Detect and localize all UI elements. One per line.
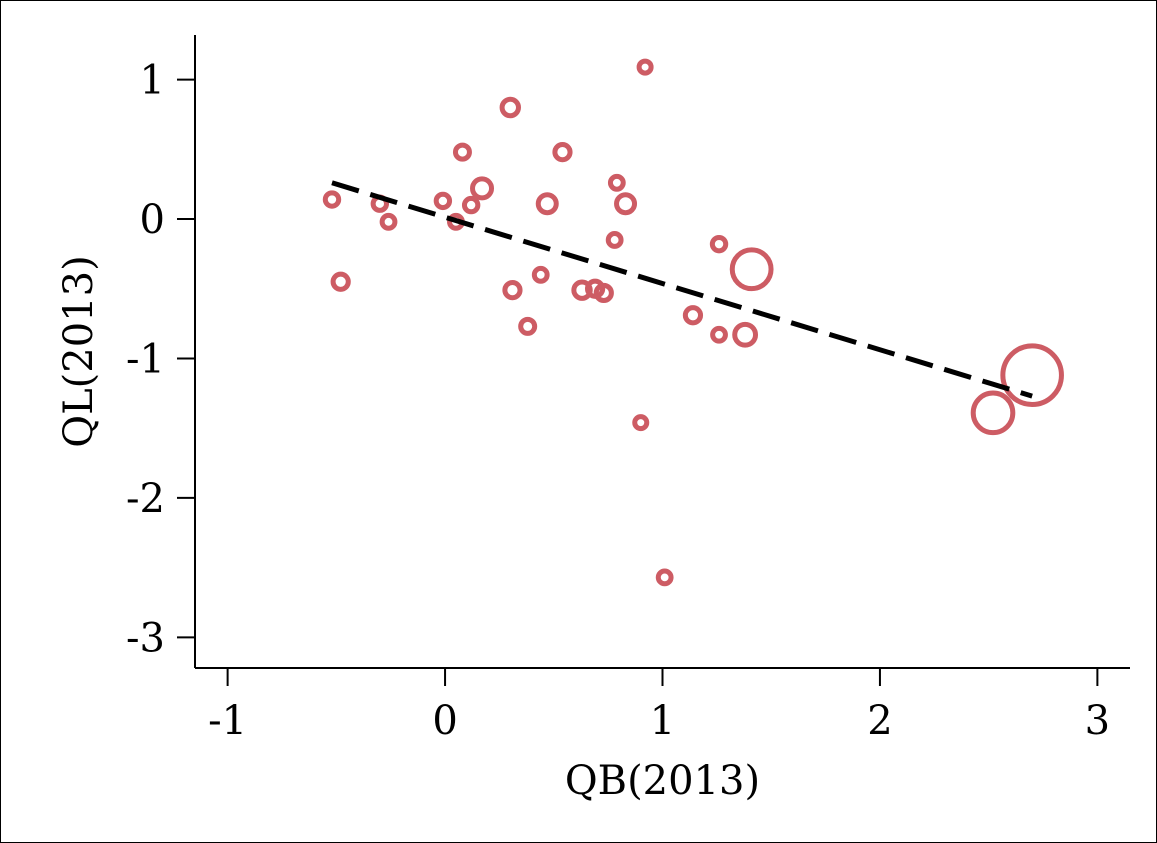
data-point xyxy=(531,265,550,284)
data-point xyxy=(732,321,759,348)
x-axis-title: QB(2013) xyxy=(565,758,760,804)
data-point xyxy=(970,390,1016,436)
axes: -1 0 1 2 3 -3 -2 -1 0 1 xyxy=(126,35,1130,744)
x-tick-label: -1 xyxy=(208,698,247,744)
x-ticks: -1 0 1 2 3 xyxy=(208,668,1110,744)
data-point xyxy=(632,414,650,432)
x-tick-label: 1 xyxy=(650,698,675,744)
y-tick-label: -1 xyxy=(126,336,165,382)
y-tick-label: 0 xyxy=(140,197,165,243)
data-point xyxy=(330,271,351,292)
x-tick-label: 0 xyxy=(432,698,457,744)
x-tick-label: 3 xyxy=(1085,698,1110,744)
data-point xyxy=(607,173,626,192)
y-axis-title: QL(2013) xyxy=(56,255,102,447)
data-point xyxy=(710,325,728,344)
data-point xyxy=(729,247,774,292)
y-tick-label: 1 xyxy=(140,58,165,104)
y-ticks: -3 -2 -1 0 1 xyxy=(126,58,195,661)
y-tick-label: -3 xyxy=(126,615,165,661)
data-point xyxy=(461,195,481,215)
data-point xyxy=(593,282,614,304)
data-point xyxy=(502,280,523,301)
fit-line xyxy=(331,180,1033,399)
data-point xyxy=(499,96,521,119)
data-point xyxy=(452,142,472,162)
data-point xyxy=(535,192,559,216)
data-point xyxy=(470,176,495,201)
y-tick-label: -2 xyxy=(126,476,165,522)
x-tick-label: 2 xyxy=(867,698,892,744)
data-point xyxy=(552,142,573,163)
data-point xyxy=(636,58,654,76)
data-point xyxy=(709,234,729,254)
data-point xyxy=(1000,343,1064,408)
data-point xyxy=(682,305,704,326)
data-point xyxy=(379,212,398,231)
data-point xyxy=(322,190,342,209)
data-point xyxy=(518,316,538,336)
data-point xyxy=(571,279,593,301)
data-points xyxy=(322,58,1064,587)
data-point xyxy=(433,191,453,211)
data-point xyxy=(605,231,624,249)
data-point xyxy=(655,568,674,587)
data-point xyxy=(614,192,638,216)
